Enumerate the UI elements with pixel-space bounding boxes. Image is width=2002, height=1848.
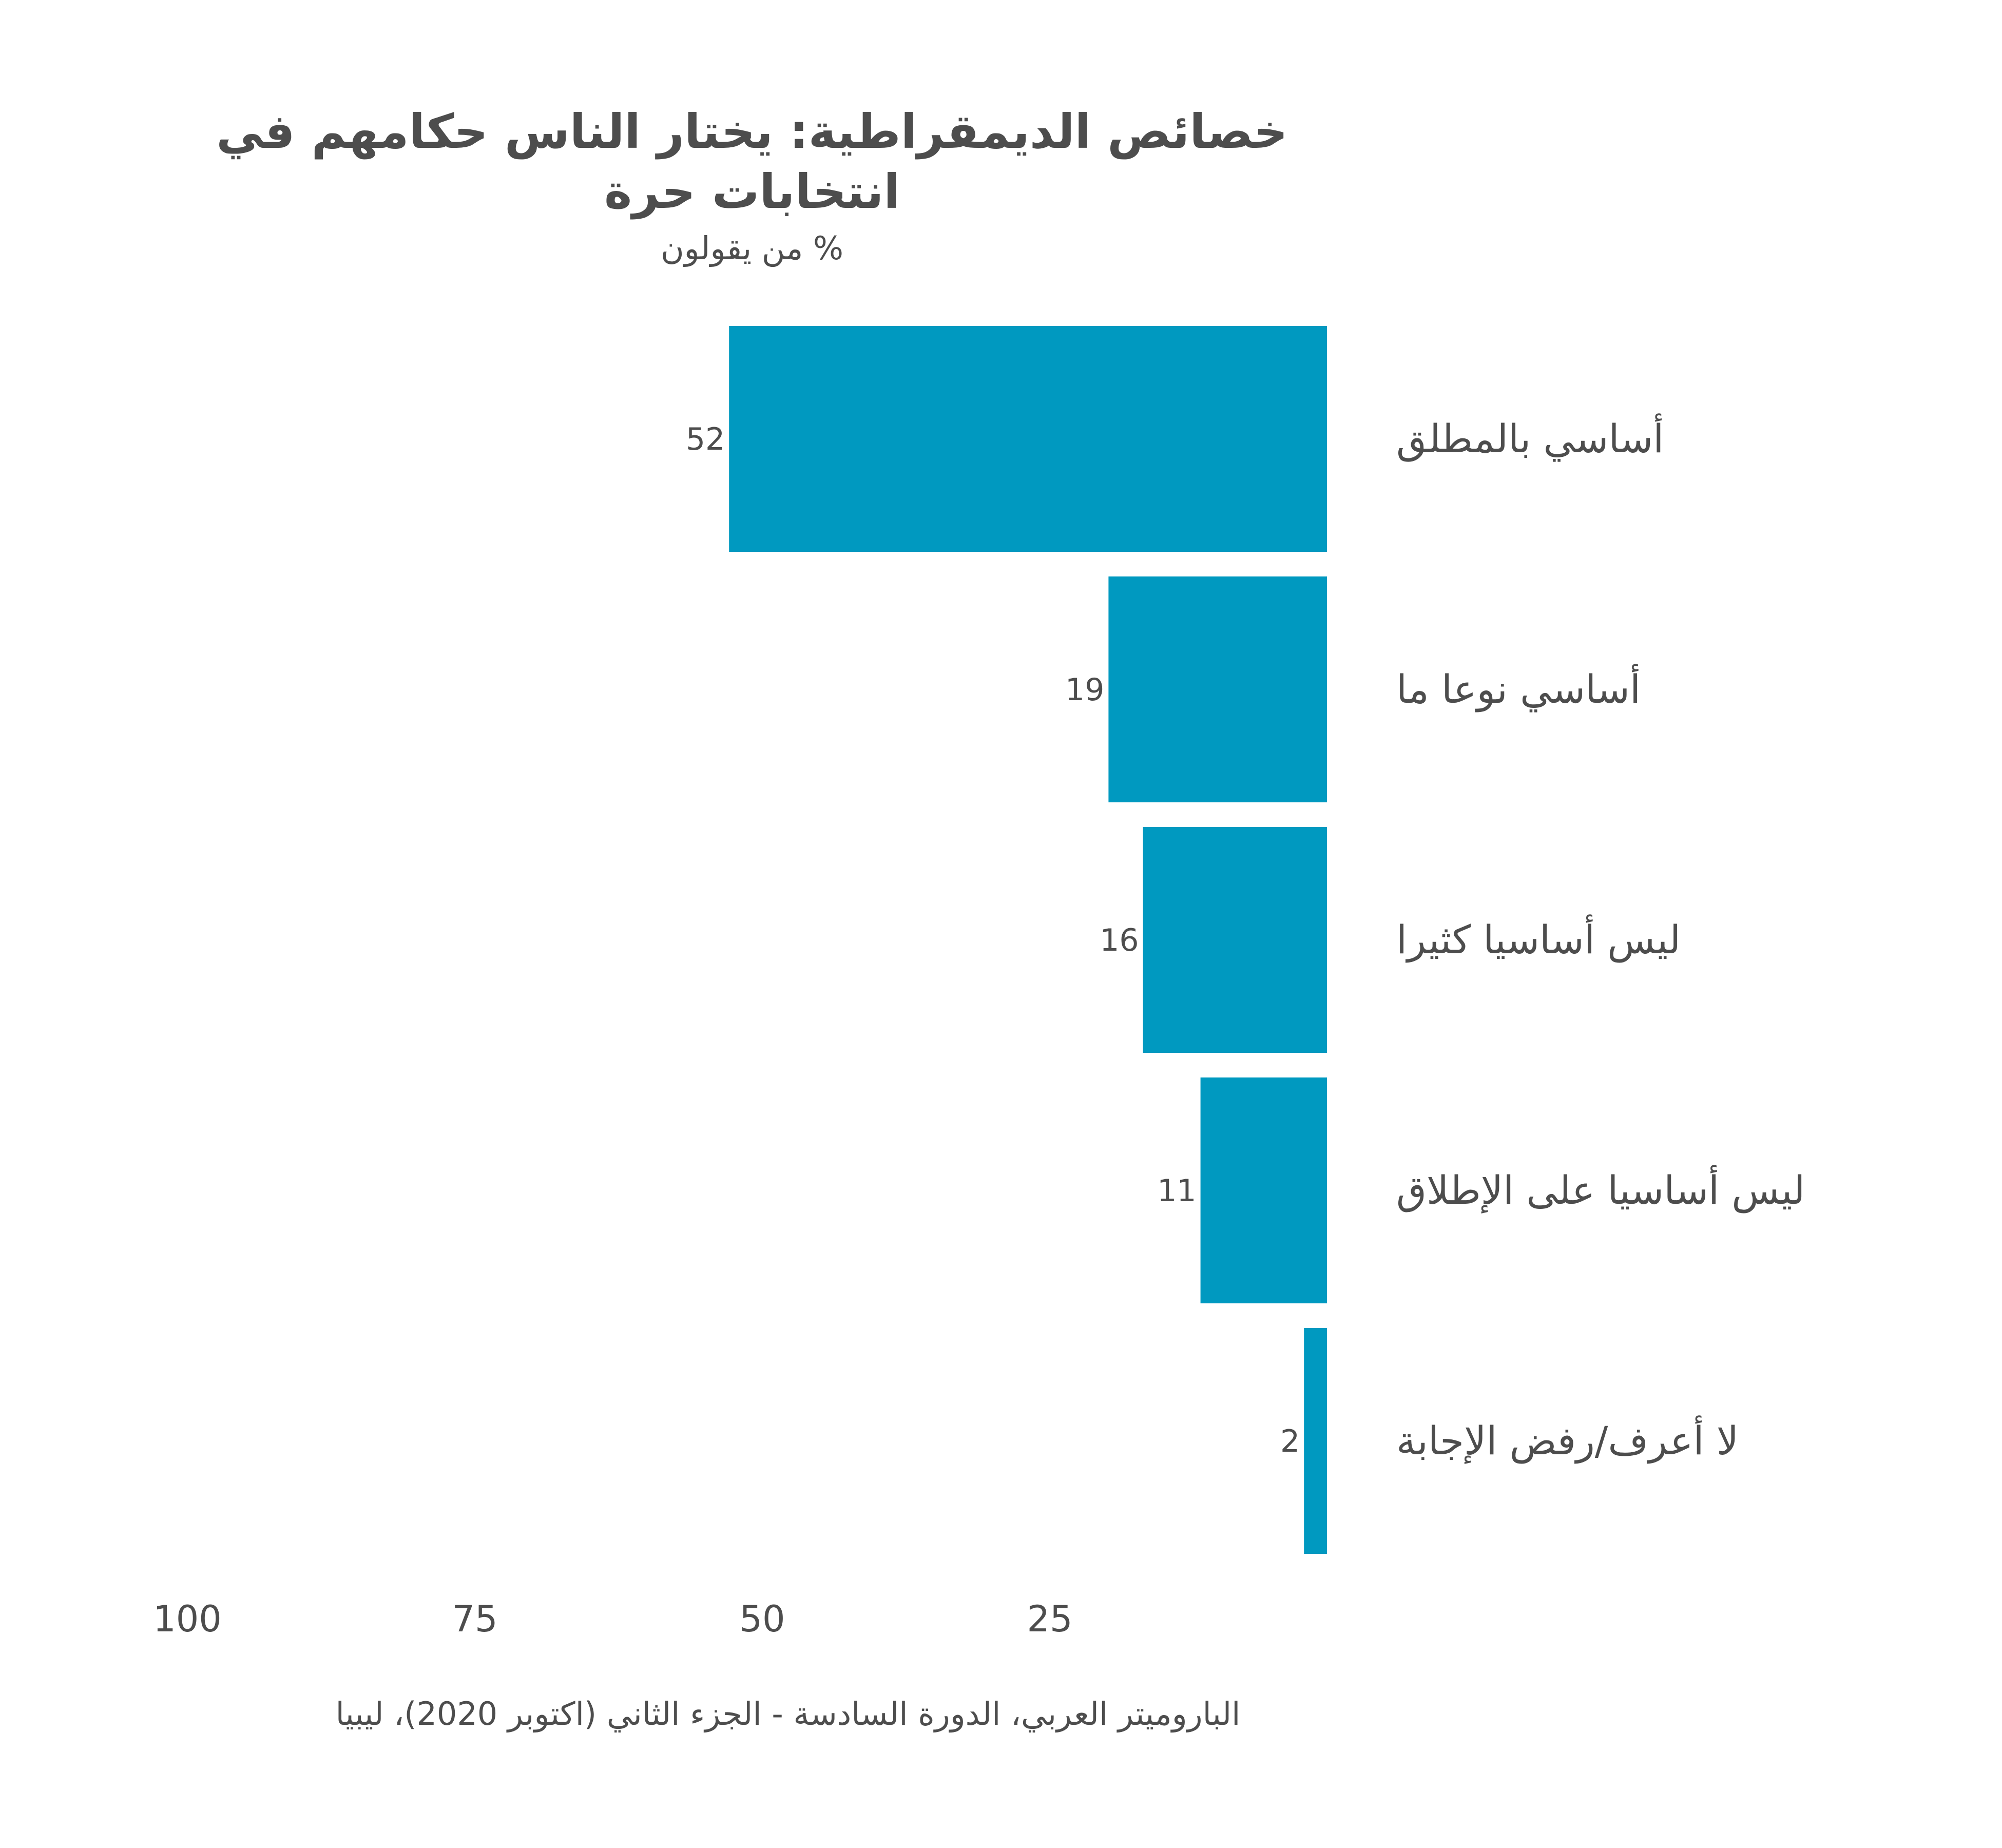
bar-4	[1200, 1077, 1327, 1303]
x-tick-label-75: 75	[452, 1598, 497, 1640]
bar-5	[1304, 1328, 1327, 1554]
category-labels-layer: أساسي بالمطلق أساسي نوعا ما ليس أساسيا كثي…	[1396, 413, 1805, 1464]
x-tick-label-100: 100	[153, 1598, 222, 1640]
chart-source: الباروميتر العربي، الدورة السادسة - الجز…	[336, 1695, 1241, 1732]
chart-title-line-1: خصائص الديمقراطية: يختار الناس حكامهم في	[216, 104, 1287, 160]
chart-title-line-2: انتخابات حرة	[604, 164, 900, 220]
category-label-4: ليس أساسيا على الإطلاق	[1396, 1165, 1805, 1214]
bar-value-label-5: 2	[1280, 1423, 1300, 1459]
x-tick-label-50: 50	[739, 1598, 785, 1640]
bars-layer	[729, 326, 1327, 1554]
bar-1	[729, 326, 1327, 552]
category-label-2: أساسي نوعا ما	[1396, 664, 1641, 713]
bar-value-label-1: 52	[686, 421, 725, 457]
category-label-5: لا أعرف/رفض الإجابة	[1396, 1415, 1739, 1464]
chart-title: خصائص الديمقراطية: يختار الناس حكامهم في…	[216, 104, 1287, 220]
bar-value-label-3: 16	[1100, 922, 1139, 958]
category-label-1: أساسي بالمطلق	[1396, 413, 1664, 462]
chart-subtitle: % من يقولون	[661, 229, 843, 267]
category-label-3: ليس أساسيا كثيرا	[1396, 914, 1681, 963]
bar-value-label-4: 11	[1157, 1173, 1196, 1209]
bar-3	[1143, 827, 1327, 1053]
bar-value-label-2: 19	[1065, 672, 1104, 708]
bar-2	[1108, 576, 1327, 802]
x-axis-ticks: 100 75 50 25	[153, 1598, 1072, 1640]
x-tick-label-25: 25	[1027, 1598, 1072, 1640]
value-labels-layer: 52 19 16 11 2	[686, 421, 1300, 1459]
